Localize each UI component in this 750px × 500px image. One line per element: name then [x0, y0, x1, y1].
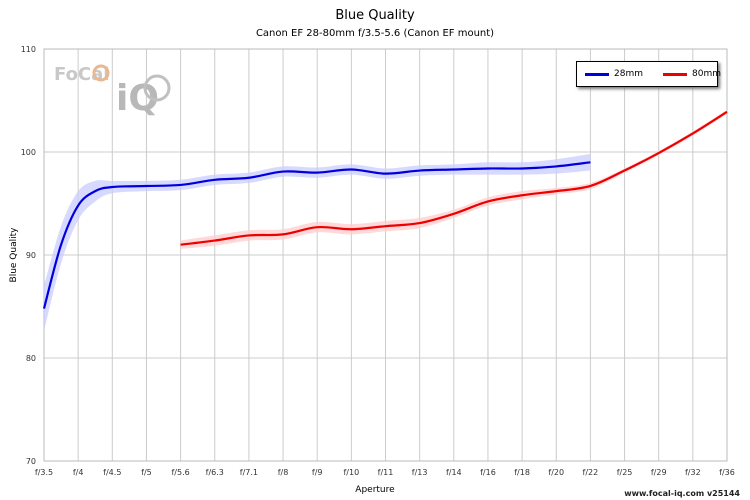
- point-80mm: [248, 234, 250, 236]
- x-tick-label: f/22: [583, 468, 599, 477]
- legend-label-80mm: 80mm: [692, 69, 721, 79]
- tick-labels: f/3.5 f/4 f/4.5 f/5 f/5.6 f/6.3 f/7.1 f/8 f/9 f/1…: [21, 45, 735, 477]
- point-80mm: [726, 111, 728, 113]
- x-tick-label: f/11: [378, 468, 394, 477]
- x-tick-label: f/10: [343, 468, 359, 477]
- x-tick-label: f/7.1: [240, 468, 258, 477]
- x-tick-label: f/9: [312, 468, 323, 477]
- chart-title: Blue Quality: [335, 8, 415, 23]
- point-28mm: [43, 307, 45, 309]
- x-tick-label: f/5: [141, 468, 152, 477]
- y-tick-label: 70: [26, 457, 36, 466]
- point-80mm: [179, 244, 181, 246]
- point-28mm: [214, 179, 216, 181]
- x-tick-label: f/4.5: [103, 468, 121, 477]
- line-28mm: [42, 161, 591, 309]
- point-28mm: [248, 177, 250, 179]
- point-80mm: [623, 169, 625, 171]
- point-28mm: [418, 169, 420, 171]
- x-axis-label: Aperture: [355, 485, 395, 495]
- point-28mm: [111, 186, 113, 188]
- x-tick-label: f/5.6: [171, 468, 189, 477]
- x-tick-label: f/6.3: [206, 468, 224, 477]
- point-28mm: [555, 165, 557, 167]
- x-tick-label: f/3.5: [35, 468, 53, 477]
- plot-frame: [43, 48, 728, 462]
- x-tick-label: f/29: [651, 468, 667, 477]
- point-80mm: [418, 222, 420, 224]
- point-28mm: [77, 204, 79, 206]
- x-tick-label: f/20: [548, 468, 564, 477]
- grid-layer: [43, 48, 728, 462]
- y-tick-label: 90: [26, 251, 36, 260]
- watermark: www.focal-iq.com v25144: [624, 489, 740, 498]
- point-80mm: [589, 185, 591, 187]
- x-tick-label: f/16: [480, 468, 496, 477]
- focal-iq-logo: FoCal iQ: [54, 64, 171, 118]
- legend: 28mm 80mm: [576, 61, 721, 87]
- point-80mm: [384, 225, 386, 227]
- logo-aperture-icon: [143, 74, 171, 102]
- legend-swatch-28mm: [585, 72, 609, 76]
- point-28mm: [316, 171, 318, 173]
- series-lines: [42, 110, 728, 309]
- confidence-bands: [44, 109, 728, 332]
- y-axis-label: Blue Quality: [9, 227, 19, 283]
- line-80mm: [180, 110, 728, 246]
- point-28mm: [521, 167, 523, 169]
- point-28mm: [453, 168, 455, 170]
- y-tick-label: 110: [21, 45, 36, 54]
- y-tick-label: 80: [26, 354, 36, 363]
- point-80mm: [214, 239, 216, 241]
- point-80mm: [555, 190, 557, 192]
- point-28mm: [384, 172, 386, 174]
- point-80mm: [453, 213, 455, 215]
- legend-label-28mm: 28mm: [614, 69, 643, 79]
- band-28mm: [44, 154, 591, 332]
- x-tick-label: f/8: [278, 468, 289, 477]
- x-tick-label: f/32: [685, 468, 701, 477]
- x-tick-label: f/14: [446, 468, 462, 477]
- x-tick-label: f/36: [719, 468, 735, 477]
- point-80mm: [692, 132, 694, 134]
- point-28mm: [350, 168, 352, 170]
- point-28mm: [60, 244, 62, 246]
- y-tick-label: 100: [21, 148, 36, 157]
- band-80mm: [180, 109, 728, 249]
- x-tick-label: f/13: [412, 468, 428, 477]
- x-tick-label: f/18: [514, 468, 530, 477]
- x-tick-label: f/25: [617, 468, 633, 477]
- point-80mm: [282, 233, 284, 235]
- logo-ring-icon: [92, 64, 110, 82]
- chart-subtitle: Canon EF 28-80mm f/3.5-5.6 (Canon EF mou…: [255, 28, 495, 39]
- point-28mm: [487, 167, 489, 169]
- point-28mm: [282, 170, 284, 172]
- legend-swatch-80mm: [663, 72, 687, 76]
- point-28mm: [179, 184, 181, 186]
- point-80mm: [487, 200, 489, 202]
- legend-item-28mm: 28mm: [585, 69, 643, 79]
- point-28mm: [589, 161, 591, 163]
- point-28mm: [94, 190, 96, 192]
- point-80mm: [521, 194, 523, 196]
- point-80mm: [658, 152, 660, 154]
- point-80mm: [350, 228, 352, 230]
- point-80mm: [316, 226, 318, 228]
- point-28mm: [145, 185, 147, 187]
- x-tick-label: f/4: [73, 468, 84, 477]
- legend-item-80mm: 80mm: [663, 69, 721, 79]
